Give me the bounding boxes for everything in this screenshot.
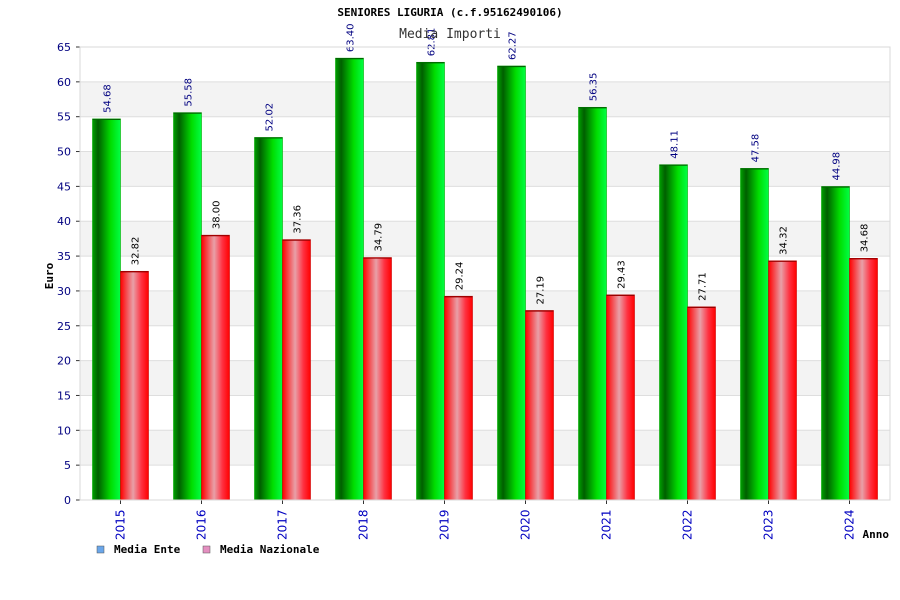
y-tick-label: 20 <box>57 355 71 368</box>
data-label-media-nazionale-2019: 29.24 <box>455 262 466 291</box>
grid-band <box>80 81 890 117</box>
x-axis-ticks: 2015 2016 2017 2018 2019 2020 2021 2022 2023 2024 <box>80 499 890 540</box>
legend-swatch-media-nazionale <box>202 545 211 554</box>
data-label-media-nazionale-2017: 37.36 <box>293 205 304 234</box>
data-label-media-ente-2020: 62.27 <box>508 31 519 60</box>
bar-media-ente-2018 <box>335 57 364 501</box>
plot-area-border <box>79 46 891 501</box>
data-label-media-ente-2019: 62.81 <box>427 28 438 57</box>
bar-media-nazionale-2019 <box>444 295 473 501</box>
bar-media-ente-2020 <box>497 65 526 501</box>
bars: 54.68 32.82 55.58 38.00 52.02 37.36 63.40 34.79… <box>92 24 878 501</box>
bar-media-nazionale-2016 <box>201 234 230 501</box>
data-label-media-nazionale-2018: 34.79 <box>374 223 385 252</box>
x-tick-label: 2024 <box>843 509 857 540</box>
data-label-media-nazionale-2022: 27.71 <box>698 272 709 301</box>
bar-media-nazionale-2024 <box>849 258 878 501</box>
bar-media-nazionale-2015 <box>120 270 149 501</box>
data-label-media-ente-2016: 55.58 <box>184 78 195 107</box>
bar-media-nazionale-2018 <box>363 257 392 501</box>
y-tick-label: 0 <box>64 494 71 507</box>
y-tick-label: 10 <box>57 424 71 437</box>
bar-media-nazionale-2017 <box>282 239 311 501</box>
bar-media-nazionale-2021 <box>606 294 635 501</box>
legend-swatch-media-ente <box>96 545 105 554</box>
data-label-media-ente-2022: 48.11 <box>670 130 681 159</box>
y-tick-label: 55 <box>57 111 71 124</box>
data-label-media-ente-2021: 56.35 <box>589 73 600 102</box>
x-tick-label: 2016 <box>195 509 209 540</box>
y-tick-label: 5 <box>64 459 71 472</box>
y-axis-ticks: 0 5 10 15 20 25 30 35 40 45 50 55 60 65 <box>57 41 80 507</box>
data-label-media-ente-2018: 63.40 <box>346 24 357 53</box>
y-tick-label: 40 <box>57 215 71 228</box>
x-tick-label: 2020 <box>519 509 533 540</box>
chart-title: SENIORES LIGURIA (c.f.95162490106) <box>337 6 562 19</box>
x-tick-label: 2021 <box>600 509 614 540</box>
data-label-media-ente-2023: 47.58 <box>751 134 762 163</box>
data-label-media-nazionale-2024: 34.68 <box>860 224 871 253</box>
bar-media-ente-2021 <box>578 106 607 501</box>
data-label-media-nazionale-2020: 27.19 <box>536 276 547 305</box>
x-tick-label: 2023 <box>762 509 776 540</box>
y-tick-label: 35 <box>57 250 71 263</box>
y-tick-label: 45 <box>57 180 71 193</box>
legend-label-media-ente: Media Ente <box>114 543 181 556</box>
bar-media-ente-2023 <box>740 168 769 501</box>
bar-media-ente-2017 <box>254 137 283 501</box>
x-axis-label: Anno <box>863 528 890 541</box>
chart-subtitle: Media Importi <box>399 27 501 42</box>
x-tick-label: 2019 <box>438 509 452 540</box>
data-label-media-nazionale-2015: 32.82 <box>131 237 142 266</box>
x-tick-label: 2015 <box>114 509 128 540</box>
x-tick-label: 2018 <box>357 509 371 540</box>
legend-label-media-nazionale: Media Nazionale <box>220 543 320 556</box>
data-label-media-nazionale-2023: 34.32 <box>779 226 790 255</box>
bar-media-nazionale-2020 <box>525 310 554 501</box>
y-tick-label: 30 <box>57 285 71 298</box>
y-tick-label: 50 <box>57 146 71 159</box>
data-label-media-ente-2024: 44.98 <box>832 152 843 181</box>
x-tick-label: 2022 <box>681 509 695 540</box>
x-tick-label: 2017 <box>276 509 290 540</box>
bar-media-nazionale-2023 <box>768 260 797 501</box>
bar-media-ente-2016 <box>173 112 202 501</box>
y-tick-label: 15 <box>57 389 71 402</box>
y-tick-label: 60 <box>57 76 71 89</box>
bar-media-ente-2015 <box>92 118 121 501</box>
bar-media-ente-2022 <box>659 164 688 501</box>
legend: Media Ente Media Nazionale <box>96 543 320 556</box>
data-label-media-ente-2017: 52.02 <box>265 103 276 132</box>
bar-media-ente-2024 <box>821 186 850 501</box>
y-tick-label: 65 <box>57 41 71 54</box>
y-axis-label: Euro <box>43 262 56 289</box>
bar-media-ente-2019 <box>416 61 445 501</box>
y-tick-label: 25 <box>57 320 71 333</box>
bar-media-nazionale-2022 <box>687 306 716 501</box>
data-label-media-nazionale-2021: 29.43 <box>617 260 628 289</box>
data-label-media-nazionale-2016: 38.00 <box>212 201 223 230</box>
data-label-media-ente-2015: 54.68 <box>103 84 114 113</box>
